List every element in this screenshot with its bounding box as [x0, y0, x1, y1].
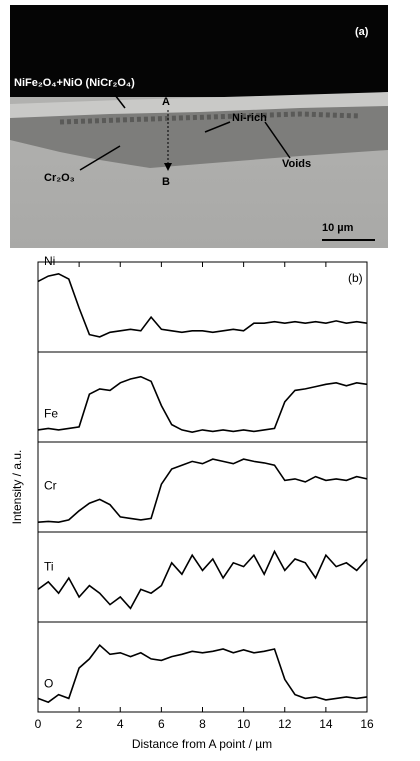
series-line: [37, 458, 368, 524]
y-axis-label: Intensity / a.u.: [10, 450, 24, 525]
point-label: B: [162, 176, 170, 188]
panel-frame: [37, 441, 368, 533]
point-label: A: [162, 96, 170, 108]
panel-frame: [37, 351, 368, 443]
series-line: [37, 375, 368, 434]
arrow: [79, 145, 121, 171]
series-label: Cr: [44, 479, 57, 493]
panel-label: (b): [348, 271, 363, 285]
x-axis-label: Distance from A point / µm: [132, 737, 272, 751]
x-tick-label: 4: [117, 717, 124, 731]
x-tick-label: 10: [237, 717, 251, 731]
panel-frame: [37, 531, 368, 623]
x-tick-label: 12: [278, 717, 292, 731]
series-line: [37, 272, 368, 338]
micrograph: (a) NiFe₂O₄+NiO (NiCr₂O₄) A B Ni-rich Vo…: [10, 5, 388, 248]
x-tick-label: 6: [158, 717, 165, 731]
panel-frame: [37, 621, 368, 713]
x-tick-label: 14: [319, 717, 333, 731]
background: [10, 5, 388, 97]
panel-label: (a): [355, 26, 369, 38]
series-line: [37, 549, 368, 610]
annotation: Voids: [282, 158, 311, 170]
layer-label: NiFe₂O₄+NiO (NiCr₂O₄): [14, 77, 135, 89]
series-label: Fe: [44, 407, 58, 421]
scale-label: 10 µm: [322, 222, 354, 234]
x-tick-label: 0: [35, 717, 42, 731]
annotation: Ni-rich: [232, 112, 267, 124]
x-tick-label: 2: [76, 717, 83, 731]
annotation: Cr₂O₃: [44, 172, 75, 184]
x-tick-label: 16: [360, 717, 374, 731]
arrow: [114, 94, 126, 109]
chart: (b) Distance from A point / µm Intensity…: [10, 254, 374, 751]
arrow: [264, 121, 291, 159]
series-label: O: [44, 677, 53, 691]
panel-frame: [37, 261, 368, 353]
x-tick-label: 8: [199, 717, 206, 731]
arrow: [204, 121, 231, 133]
series-line: [37, 644, 368, 704]
arrow-head: [164, 163, 172, 171]
voids-band: [59, 111, 361, 125]
series-label: Ti: [44, 560, 54, 574]
series-label: Ni: [44, 254, 55, 268]
